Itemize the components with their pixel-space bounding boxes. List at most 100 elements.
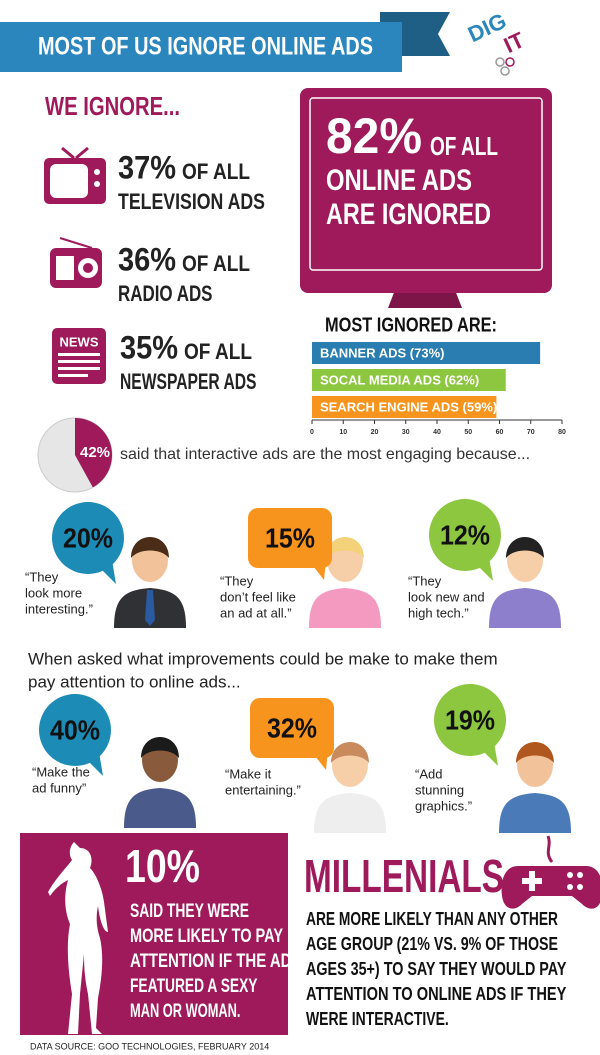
- text: “Add: [415, 766, 442, 781]
- bar: [312, 396, 497, 418]
- silhouette: [48, 842, 108, 1034]
- text: pay attention to online ads...: [28, 672, 241, 691]
- text: SAID THEY WERE: [130, 901, 249, 922]
- bubble: [434, 684, 506, 756]
- person-body: [314, 793, 386, 833]
- controller-icon: [501, 835, 600, 909]
- text: high tech.”: [408, 605, 469, 620]
- text: 10%: [125, 840, 200, 892]
- text: 35%: [120, 329, 178, 365]
- text: ATTENTION IF THE AD: [130, 951, 292, 972]
- text: don’t feel like: [220, 589, 296, 604]
- bubble: [39, 694, 111, 766]
- text: 82%: [326, 108, 422, 164]
- text: ONLINE ADS: [326, 164, 472, 197]
- text: 37%: [118, 149, 176, 185]
- text: 70: [527, 429, 535, 436]
- text: look new and: [408, 589, 485, 604]
- person-hair: [516, 742, 554, 763]
- person-hair: [326, 537, 364, 558]
- bubble: [429, 499, 501, 571]
- text: NEWSPAPER ADS: [120, 369, 257, 394]
- text: “Make the: [32, 764, 90, 779]
- text: 40%: [50, 714, 100, 745]
- text: OF ALL: [430, 131, 498, 161]
- text: said that interactive ads are the most e…: [120, 446, 530, 463]
- news-icon: [52, 328, 106, 384]
- text: 10: [339, 429, 347, 436]
- text: MILLENIALS: [304, 850, 504, 902]
- text: 20%: [63, 522, 113, 553]
- text: 36%: [118, 241, 176, 277]
- person-body: [499, 793, 571, 833]
- text: 12%: [440, 519, 490, 550]
- text: RADIO ADS: [118, 281, 213, 306]
- text: “They: [408, 573, 442, 588]
- text: ARE MORE LIKELY THAN ANY OTHER: [306, 909, 558, 929]
- text: FEATURED A SEXY: [130, 976, 258, 997]
- text: 32%: [267, 712, 317, 743]
- text: look more: [25, 585, 82, 600]
- text: WERE INTERACTIVE.: [306, 1009, 449, 1029]
- pie-slice: [75, 418, 112, 488]
- panel: [20, 833, 288, 1035]
- person-hair: [331, 742, 369, 763]
- person-hair: [141, 737, 179, 758]
- banner: [0, 22, 402, 72]
- text: 19%: [445, 704, 495, 735]
- text: SOCAL MEDIA ADS (62%): [320, 372, 479, 387]
- text: DATA SOURCE: GOO TECHNOLOGIES, FEBRUARY …: [30, 1041, 269, 1051]
- person-body: [124, 788, 196, 828]
- text: stunning: [415, 782, 464, 797]
- text: AGE GROUP (21% VS. 9% OF THOSE: [306, 934, 558, 954]
- text: TELEVISION ADS: [118, 189, 265, 214]
- text: MOST IGNORED ARE:: [325, 314, 497, 336]
- tv-icon: [44, 146, 106, 204]
- text: When asked what improvements could be ma…: [28, 649, 498, 668]
- text: MORE LIKELY TO PAY: [130, 926, 283, 947]
- text: MOST OF US IGNORE ONLINE ADS: [38, 33, 373, 61]
- text: an ad at all.”: [220, 605, 292, 620]
- text: MAN OR WOMAN.: [130, 1001, 241, 1022]
- text: interesting.”: [25, 601, 93, 616]
- text: OF ALL: [182, 251, 250, 276]
- text: WE IGNORE...: [45, 91, 180, 121]
- text: 42%: [80, 444, 110, 461]
- text: OF ALL: [184, 339, 252, 364]
- text: “They: [220, 573, 254, 588]
- person-body: [489, 588, 561, 628]
- radio-icon: [50, 237, 102, 288]
- bubble: [248, 508, 332, 568]
- text: 40: [433, 429, 441, 436]
- bubble: [52, 502, 124, 574]
- text: NEWS: [60, 334, 99, 349]
- logo-dots: [495, 57, 515, 76]
- bar: [312, 369, 506, 391]
- text: 80: [558, 429, 566, 436]
- text: 30: [402, 429, 410, 436]
- text: 60: [496, 429, 504, 436]
- text: “They: [25, 569, 59, 584]
- text: 0: [310, 429, 314, 436]
- text: AGES 35+) TO SAY THEY WOULD PAY: [306, 959, 566, 979]
- text: SEARCH ENGINE ADS (59%): [320, 399, 497, 414]
- tie: [145, 590, 155, 626]
- monitor: [300, 88, 552, 308]
- text: OF ALL: [182, 159, 250, 184]
- person-body: [309, 588, 381, 628]
- text: “Make it: [225, 766, 272, 781]
- text: BANNER ADS (73%): [320, 345, 444, 360]
- text: graphics.”: [415, 798, 472, 813]
- bubble: [250, 698, 334, 758]
- text: ad funny”: [32, 780, 86, 795]
- person-hair: [131, 537, 169, 558]
- text: 15%: [265, 522, 315, 553]
- text: 20: [371, 429, 379, 436]
- text: ATTENTION TO ONLINE ADS IF THEY: [306, 984, 566, 1004]
- text: 50: [464, 429, 472, 436]
- person-hair: [506, 537, 544, 558]
- bar: [312, 342, 541, 364]
- text: ARE IGNORED: [326, 198, 491, 231]
- text: entertaining.”: [225, 782, 301, 797]
